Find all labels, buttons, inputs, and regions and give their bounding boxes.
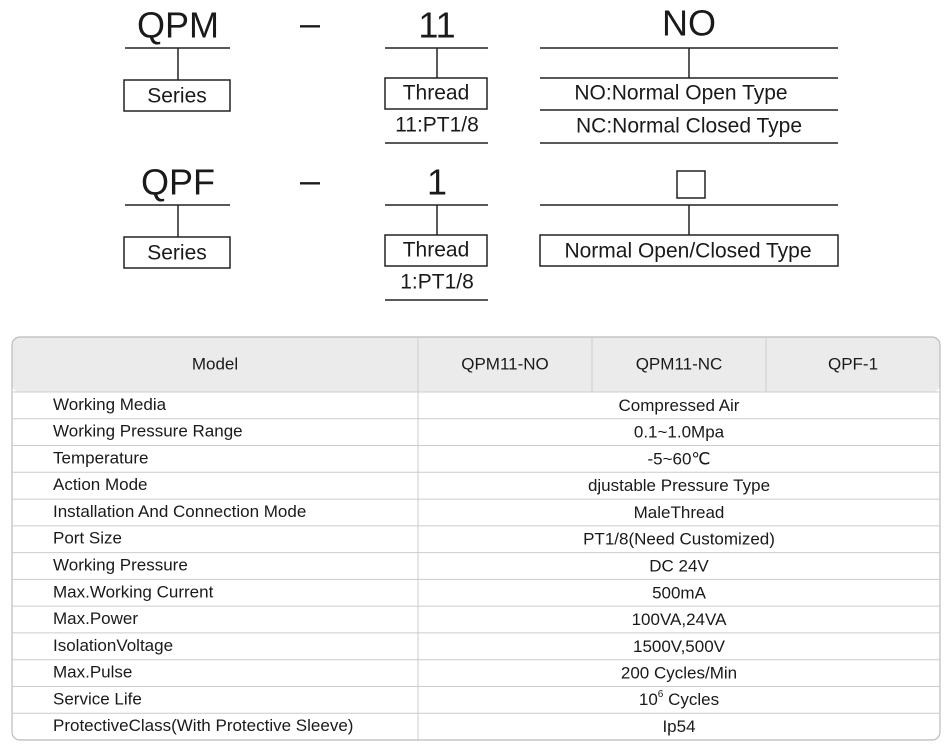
exponent: 6 xyxy=(658,688,664,699)
label: Working Pressure Range xyxy=(53,422,243,441)
label: djustable Pressure Type xyxy=(588,476,770,495)
label: 1 xyxy=(427,162,447,203)
label: NO:Normal Open Type xyxy=(574,82,787,105)
label: – xyxy=(300,3,320,44)
label-box xyxy=(123,236,231,269)
label: QPF-1 xyxy=(828,354,878,373)
label: Series xyxy=(147,242,207,265)
label: Series xyxy=(147,85,207,108)
label: MaleThread xyxy=(634,503,725,522)
label: -5~60℃ xyxy=(647,449,710,468)
label: Port Size xyxy=(53,529,122,548)
label-box xyxy=(123,79,231,112)
label: Action Mode xyxy=(53,475,148,494)
label: 1:PT1/8 xyxy=(400,271,474,294)
label: 11 xyxy=(418,5,455,46)
label: Service Life xyxy=(53,689,142,708)
empty-code-box xyxy=(676,170,706,199)
label: QPM xyxy=(137,5,219,46)
unit: Cycles xyxy=(668,690,719,709)
label: PT1/8(Need Customized) xyxy=(583,530,775,549)
label: Model xyxy=(192,354,238,373)
label: Max.Pulse xyxy=(53,663,132,682)
label: – xyxy=(300,160,320,201)
label: Compressed Air xyxy=(619,396,740,415)
label: QPF xyxy=(141,162,215,203)
label: Ip54 xyxy=(662,717,695,736)
label: Thread xyxy=(403,82,470,105)
label: 1500V,500V xyxy=(633,637,726,656)
label: 500mA xyxy=(652,583,707,602)
label: 100VA,24VA xyxy=(632,610,727,629)
label: Working Media xyxy=(53,395,167,414)
label-box xyxy=(539,234,839,267)
label: Max.Power xyxy=(53,609,138,628)
label: Normal Open/Closed Type xyxy=(564,240,811,263)
table-border xyxy=(11,336,941,741)
base: 10 xyxy=(639,690,658,709)
cell-value: 106 Cycles xyxy=(639,688,719,709)
label: NC:Normal Closed Type xyxy=(576,115,802,138)
label: DC 24V xyxy=(649,556,709,575)
label-box xyxy=(384,234,488,267)
label: 0.1~1.0Mpa xyxy=(634,423,725,442)
label: 11:PT1/8 xyxy=(395,114,479,137)
label: QPM11-NO xyxy=(461,354,549,373)
label: 200 Cycles/Min xyxy=(621,664,737,683)
table-header-bg xyxy=(12,337,940,392)
label: Temperature xyxy=(53,448,148,467)
label: IsolationVoltage xyxy=(53,636,173,655)
label: Thread xyxy=(403,239,470,262)
label: Installation And Connection Mode xyxy=(53,502,306,521)
label-box xyxy=(384,77,488,110)
label: QPM11-NC xyxy=(636,354,723,373)
label: NO xyxy=(662,3,716,44)
label: Max.Working Current xyxy=(53,582,214,601)
label: ProtectiveClass(With Protective Sleeve) xyxy=(53,716,353,735)
label: Working Pressure xyxy=(53,555,188,574)
